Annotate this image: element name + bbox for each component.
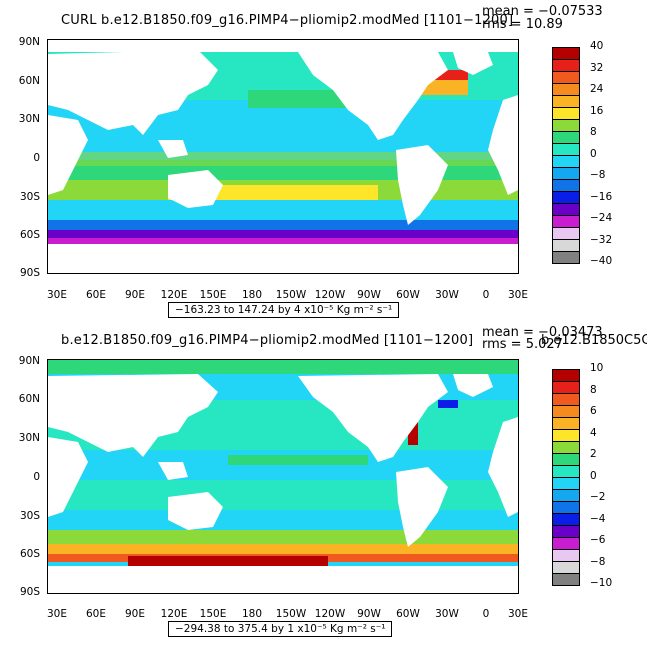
lon-label: 90W — [357, 289, 381, 301]
colorbar-label: −6 — [590, 534, 606, 546]
lat-label: 30S — [19, 510, 40, 522]
colorbar-cell — [552, 251, 580, 264]
lon-label: 90W — [357, 608, 381, 620]
colorbar-label: −8 — [590, 556, 606, 568]
contour-range-info: −294.38 to 375.4 by 1 x10⁻⁵ Kg m⁻² s⁻¹ — [168, 621, 393, 637]
lat-label: 30N — [18, 113, 40, 125]
lat-label: 60N — [18, 393, 40, 405]
colorbar-label: 4 — [590, 427, 597, 439]
lon-label: 30E — [508, 289, 528, 301]
colorbar: 10 8 6 4 2 0 −2 −4 −6 −8 −10 — [552, 362, 642, 589]
colorbar-label: 0 — [590, 148, 597, 160]
map-plot — [47, 39, 519, 274]
colorbar-label: 32 — [590, 62, 604, 74]
colorbar-label: 16 — [590, 105, 604, 117]
colorbar-label: −8 — [590, 169, 606, 181]
lon-label: 60E — [86, 608, 106, 620]
lon-label: 60W — [396, 289, 420, 301]
lat-label: 0 — [33, 471, 40, 483]
colorbar-label: −24 — [590, 212, 613, 224]
lat-label: 90N — [18, 355, 40, 367]
lon-label: 30W — [435, 289, 459, 301]
colorbar-label: 2 — [590, 448, 597, 460]
lon-label: 60W — [396, 608, 420, 620]
lon-label: 30E — [47, 608, 67, 620]
mean-stat: mean = −0.03473 — [482, 325, 603, 340]
lon-label: 60E — [86, 289, 106, 301]
lon-label: 90E — [125, 608, 145, 620]
lat-label: 30N — [18, 432, 40, 444]
lon-label: 150W — [275, 289, 307, 301]
lat-label: 90S — [19, 586, 40, 598]
colorbar: 40 32 24 16 8 0 −8 −16 −24 −32 −40 — [552, 40, 642, 267]
lon-label: 30E — [47, 289, 67, 301]
rms-stat: rms = 10.89 — [482, 17, 563, 32]
wind-stress-curl-map — [48, 360, 518, 593]
lon-label: 150E — [199, 608, 227, 620]
lat-label: 60N — [18, 75, 40, 87]
colorbar-label: −2 — [590, 491, 606, 503]
lon-label: 150E — [199, 289, 227, 301]
lon-label: 180 — [241, 289, 263, 301]
colorbar-label: 10 — [590, 362, 604, 374]
colorbar-label: 6 — [590, 405, 597, 417]
rms-stat: rms = 5.027 — [482, 337, 563, 352]
lon-label: 120E — [160, 289, 188, 301]
lon-label: 120W — [314, 289, 346, 301]
panel-top: CURL b.e12.B1850.f09_g16.PIMP4−pliomip2.… — [0, 0, 647, 323]
lon-label: 90E — [125, 289, 145, 301]
lon-label: 120E — [160, 608, 188, 620]
lat-label: 0 — [33, 152, 40, 164]
lat-label: 90S — [19, 267, 40, 279]
map-plot — [47, 359, 519, 594]
panel-bottom: b.e12.B1850.f09_g16.PIMP4−pliomip2.modMe… — [0, 323, 647, 646]
contour-range-info: −163.23 to 147.24 by 4 x10⁻⁵ Kg m⁻² s⁻¹ — [168, 302, 400, 318]
colorbar-label: 8 — [590, 126, 597, 138]
lon-label: 0 — [482, 289, 490, 301]
colorbar-label: −4 — [590, 513, 606, 525]
lon-label: 120W — [314, 608, 346, 620]
lat-label: 90N — [18, 36, 40, 48]
colorbar-label: 8 — [590, 384, 597, 396]
overlapping-title-text: b.e12.B1850C5CN. — [541, 333, 647, 348]
colorbar-cell — [552, 573, 580, 586]
lon-label: 30E — [508, 608, 528, 620]
mean-stat: mean = −0.07533 — [482, 4, 603, 19]
lat-label: 30S — [19, 191, 40, 203]
colorbar-label: −10 — [590, 577, 613, 589]
lat-label: 60S — [19, 548, 40, 560]
lon-label: 0 — [482, 608, 490, 620]
colorbar-label: 24 — [590, 83, 604, 95]
colorbar-label: −16 — [590, 191, 613, 203]
colorbar-label: −40 — [590, 255, 613, 267]
colorbar-label: 40 — [590, 40, 604, 52]
colorbar-label: −32 — [590, 234, 613, 246]
colorbar-label: 0 — [590, 470, 597, 482]
lat-label: 60S — [19, 229, 40, 241]
lon-label: 30W — [435, 608, 459, 620]
panel-title: b.e12.B1850.f09_g16.PIMP4−pliomip2.modMe… — [61, 333, 474, 348]
lon-label: 150W — [275, 608, 307, 620]
panel-title: CURL b.e12.B1850.f09_g16.PIMP4−pliomip2.… — [61, 13, 514, 28]
lon-label: 180 — [241, 608, 263, 620]
wind-stress-curl-map — [48, 40, 518, 273]
